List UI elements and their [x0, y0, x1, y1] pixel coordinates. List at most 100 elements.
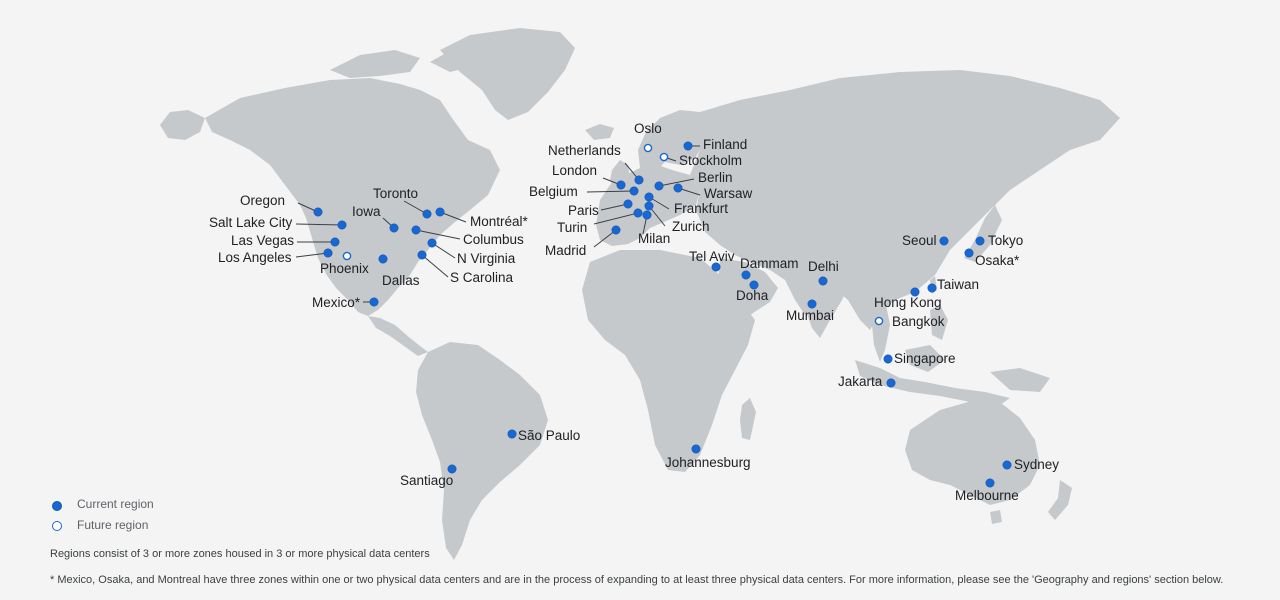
region-label-los-angeles: Los Angeles	[218, 250, 292, 265]
region-label-netherlands: Netherlands	[548, 143, 621, 158]
region-label-s-carolina: S Carolina	[450, 270, 514, 285]
region-marker-tokyo[interactable]	[975, 236, 985, 246]
region-label-warsaw: Warsaw	[704, 186, 753, 201]
region-marker-frankfurt[interactable]	[644, 192, 654, 202]
southeast-asia-landmass	[870, 300, 890, 362]
region-label-phoenix: Phoenix	[320, 261, 369, 276]
region-label-dallas: Dallas	[382, 273, 420, 288]
region-marker-las-vegas[interactable]	[330, 237, 340, 247]
region-label-seoul: Seoul	[902, 233, 937, 248]
region-marker-finland[interactable]	[683, 141, 693, 151]
region-marker-stockholm[interactable]	[659, 152, 669, 162]
region-marker-taiwan[interactable]	[927, 283, 937, 293]
region-marker-mumbai[interactable]	[807, 299, 817, 309]
region-marker-oslo[interactable]	[643, 143, 653, 153]
region-marker-melbourne[interactable]	[985, 478, 995, 488]
region-marker-los-angeles[interactable]	[323, 248, 333, 258]
africa-landmass	[582, 250, 755, 472]
region-marker-madrid[interactable]	[611, 225, 621, 235]
iceland-landmass	[585, 124, 614, 140]
region-label-osaka: Osaka*	[975, 253, 1020, 268]
region-marker-delhi[interactable]	[818, 276, 828, 286]
region-marker-santiago[interactable]	[447, 464, 457, 474]
region-marker-montreal[interactable]	[435, 207, 445, 217]
region-label-belgium: Belgium	[529, 184, 578, 199]
legend-future-dot-icon	[52, 521, 62, 531]
legend-current-label: Current region	[77, 497, 154, 511]
region-marker-s-carolina[interactable]	[417, 250, 427, 260]
zones-note: Regions consist of 3 or more zones house…	[50, 548, 430, 560]
region-marker-dallas[interactable]	[378, 254, 388, 264]
japan-landmass	[964, 205, 1002, 262]
region-label-iowa: Iowa	[352, 204, 381, 219]
region-label-jakarta: Jakarta	[838, 374, 883, 389]
region-label-mexico: Mexico*	[312, 295, 361, 310]
region-marker-london[interactable]	[616, 180, 626, 190]
region-label-delhi: Delhi	[808, 259, 839, 274]
region-marker-sydney[interactable]	[1002, 460, 1012, 470]
region-label-columbus: Columbus	[463, 232, 524, 247]
region-marker-johannesburg[interactable]	[691, 444, 701, 454]
region-label-oregon: Oregon	[240, 193, 285, 208]
region-marker-tel-aviv[interactable]	[711, 262, 721, 272]
region-label-santiago: Santiago	[400, 473, 453, 488]
region-marker-oregon[interactable]	[313, 207, 323, 217]
tasmania-landmass	[990, 510, 1002, 524]
leader-line-paris	[600, 203, 629, 211]
region-marker-mexico[interactable]	[369, 297, 379, 307]
region-marker-phoenix[interactable]	[342, 251, 352, 261]
region-marker-belgium[interactable]	[629, 186, 639, 196]
region-label-milan: Milan	[638, 231, 670, 246]
region-label-hong-kong: Hong Kong	[874, 295, 942, 310]
region-label-berlin: Berlin	[698, 170, 733, 185]
region-marker-jakarta[interactable]	[886, 378, 896, 388]
asia-landmass	[690, 70, 1120, 330]
leader-line-columbus	[415, 229, 461, 240]
region-label-oslo: Oslo	[634, 121, 662, 136]
region-label-toronto: Toronto	[373, 186, 418, 201]
leader-line-los-angeles	[295, 252, 329, 258]
legend-future-label: Future region	[77, 518, 149, 532]
region-label-salt-lake-city: Salt Lake City	[209, 215, 293, 230]
alaska-landmass	[160, 110, 205, 140]
region-marker-seoul[interactable]	[939, 236, 949, 246]
region-marker-milan[interactable]	[642, 210, 652, 220]
australia-landmass	[905, 400, 1040, 505]
region-marker-iowa[interactable]	[389, 223, 399, 233]
region-marker-singapore[interactable]	[883, 354, 893, 364]
region-marker-sao-paulo[interactable]	[507, 429, 517, 439]
legend-current-dot-icon	[52, 501, 62, 511]
region-marker-warsaw[interactable]	[673, 183, 683, 193]
region-label-zurich: Zurich	[672, 219, 710, 234]
north-america-landmass	[205, 78, 500, 316]
region-label-sao-paulo: São Paulo	[518, 428, 580, 443]
scandinavia-landmass	[638, 110, 712, 172]
new-guinea-landmass	[990, 368, 1050, 392]
region-marker-bangkok[interactable]	[874, 316, 884, 326]
region-marker-dammam[interactable]	[741, 270, 751, 280]
region-marker-salt-lake-city[interactable]	[337, 220, 347, 230]
region-marker-netherlands[interactable]	[634, 175, 644, 185]
region-label-montreal: Montréal*	[470, 214, 529, 229]
region-label-johannesburg: Johannesburg	[665, 455, 751, 470]
region-marker-toronto[interactable]	[422, 209, 432, 219]
region-marker-hong-kong[interactable]	[910, 287, 920, 297]
region-marker-columbus[interactable]	[411, 225, 421, 235]
region-label-sydney: Sydney	[1014, 457, 1059, 472]
indonesia-landmass	[855, 345, 1010, 405]
region-marker-berlin[interactable]	[654, 181, 664, 191]
indian-subcontinent-landmass	[795, 268, 850, 338]
region-marker-zurich[interactable]	[644, 201, 654, 211]
region-marker-osaka[interactable]	[964, 248, 974, 258]
region-labels: Oregon Salt Lake City Las Vegas Los Angeles…	[209, 121, 1059, 503]
arctic-islands-landmass	[330, 48, 480, 78]
region-marker-turin[interactable]	[633, 208, 643, 218]
leader-line-salt-lake-city	[295, 223, 343, 226]
region-marker-n-virginia[interactable]	[427, 238, 437, 248]
region-marker-paris[interactable]	[623, 199, 633, 209]
leader-line-montreal	[439, 211, 467, 223]
region-label-turin: Turin	[557, 220, 587, 235]
greenland-landmass	[440, 28, 575, 120]
region-marker-doha[interactable]	[749, 280, 759, 290]
